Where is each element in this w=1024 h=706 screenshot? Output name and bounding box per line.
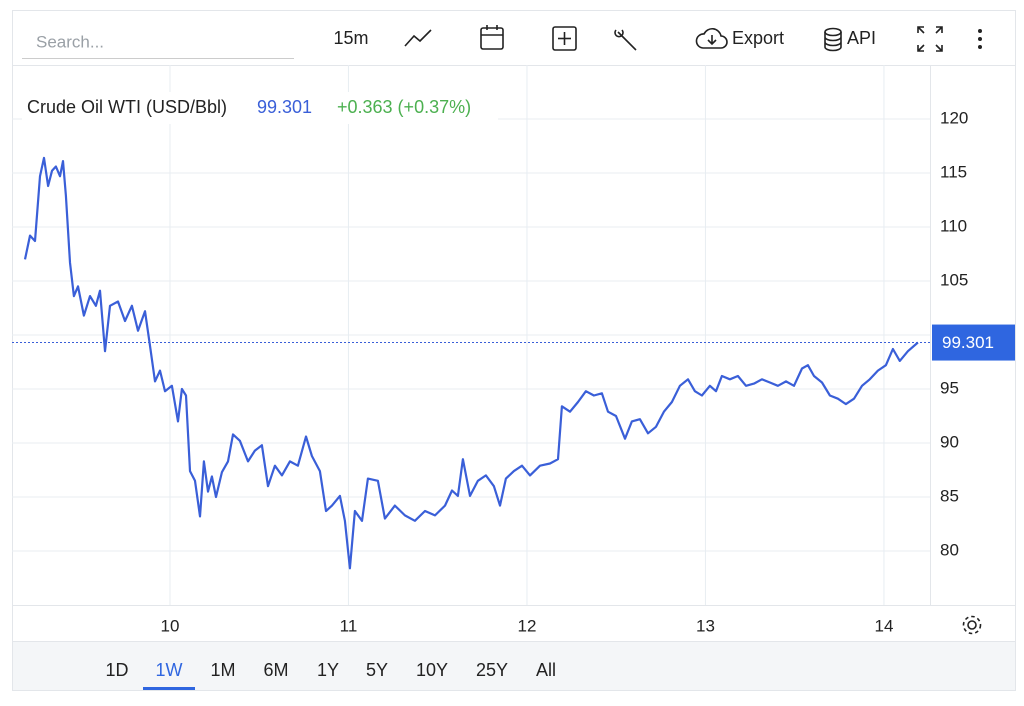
y-tick-label: 80 [940,540,959,559]
calendar-icon[interactable] [480,25,504,50]
last-price-box [932,324,1015,361]
range-selected-underline [143,687,195,690]
chart-title: Crude Oil WTI (USD/Bbl) [27,97,227,117]
range-button[interactable]: 6M [263,660,288,680]
range-button[interactable]: All [536,660,556,680]
tools-icon[interactable] [614,29,637,51]
legend-bg [22,92,498,124]
api-icon[interactable] [824,27,842,52]
x-tick-label: 12 [517,616,536,635]
last-price-label: 99.301 [942,333,994,352]
interval-button[interactable]: 15m [333,28,368,48]
more-icon[interactable] [978,29,982,49]
range-button[interactable]: 1Y [317,660,339,680]
change: +0.363 (+0.37%) [337,97,471,117]
range-button[interactable]: 25Y [476,660,508,680]
last-value: 99.301 [257,97,312,117]
range-button[interactable]: 1M [210,660,235,680]
y-tick-label: 115 [940,162,967,181]
range-button[interactable]: 1D [105,660,128,680]
settings-icon[interactable] [962,615,982,635]
y-tick-label: 110 [940,216,967,235]
chart-type-icon[interactable] [404,29,432,47]
x-tick-label: 10 [161,616,180,635]
x-tick-label: 14 [874,616,893,635]
y-tick-label: 120 [940,108,968,127]
price-line [23,156,919,570]
y-tick-label: 95 [940,378,959,397]
x-tick-label: 11 [340,616,358,635]
y-tick-label: 90 [940,432,959,451]
fullscreen-icon[interactable] [917,26,943,52]
x-tick-label: 13 [696,616,715,635]
y-tick-label: 105 [940,270,968,289]
api-button[interactable]: API [847,28,876,48]
search-box[interactable]: Search... [36,32,104,51]
range-bar [13,642,1015,690]
range-button[interactable]: 5Y [366,660,388,680]
y-tick-label: 85 [940,486,959,505]
export-icon[interactable] [695,28,728,49]
range-button[interactable]: 10Y [416,660,448,680]
range-button[interactable]: 1W [156,660,183,680]
add-indicator-icon[interactable] [552,26,577,51]
export-button[interactable]: Export [732,28,784,48]
